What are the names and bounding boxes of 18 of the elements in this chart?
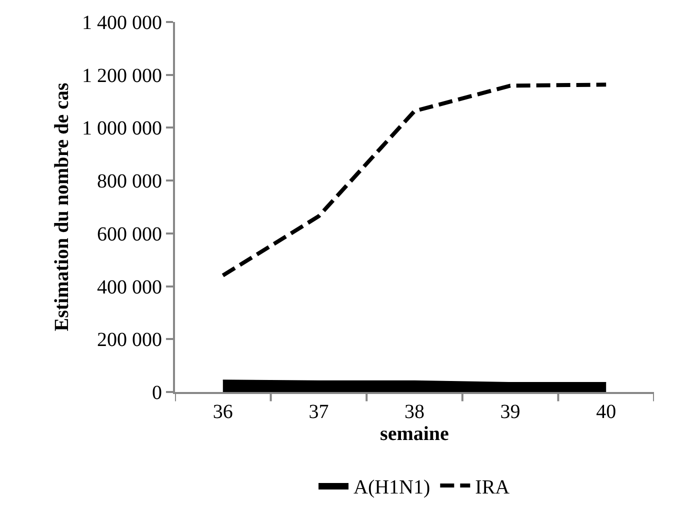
y-tick-label: 800 000 <box>97 170 162 193</box>
y-tick-label: 0 <box>152 382 162 404</box>
x-tick-label: 38 <box>404 401 424 423</box>
y-tick-label: 400 000 <box>97 276 162 298</box>
legend-label: A(H1N1) <box>354 476 430 498</box>
x-axis-title: semaine <box>380 423 450 445</box>
y-tick-label: 1 400 000 <box>82 12 162 34</box>
y-tick-label: 600 000 <box>97 223 162 246</box>
y-axis-title: Estimation du nombre de cas <box>51 82 73 332</box>
y-tick-label: 1 200 000 <box>82 64 162 87</box>
y-tick-label: 200 000 <box>97 329 162 352</box>
line-series <box>220 82 608 278</box>
y-tick-label: 1 000 000 <box>82 118 162 140</box>
x-tick-label: 40 <box>596 401 616 423</box>
x-tick-label: 36 <box>212 401 233 423</box>
legend-label: IRA <box>475 476 510 498</box>
x-tick-label: 37 <box>308 401 329 423</box>
x-tick-label: 39 <box>500 401 520 423</box>
